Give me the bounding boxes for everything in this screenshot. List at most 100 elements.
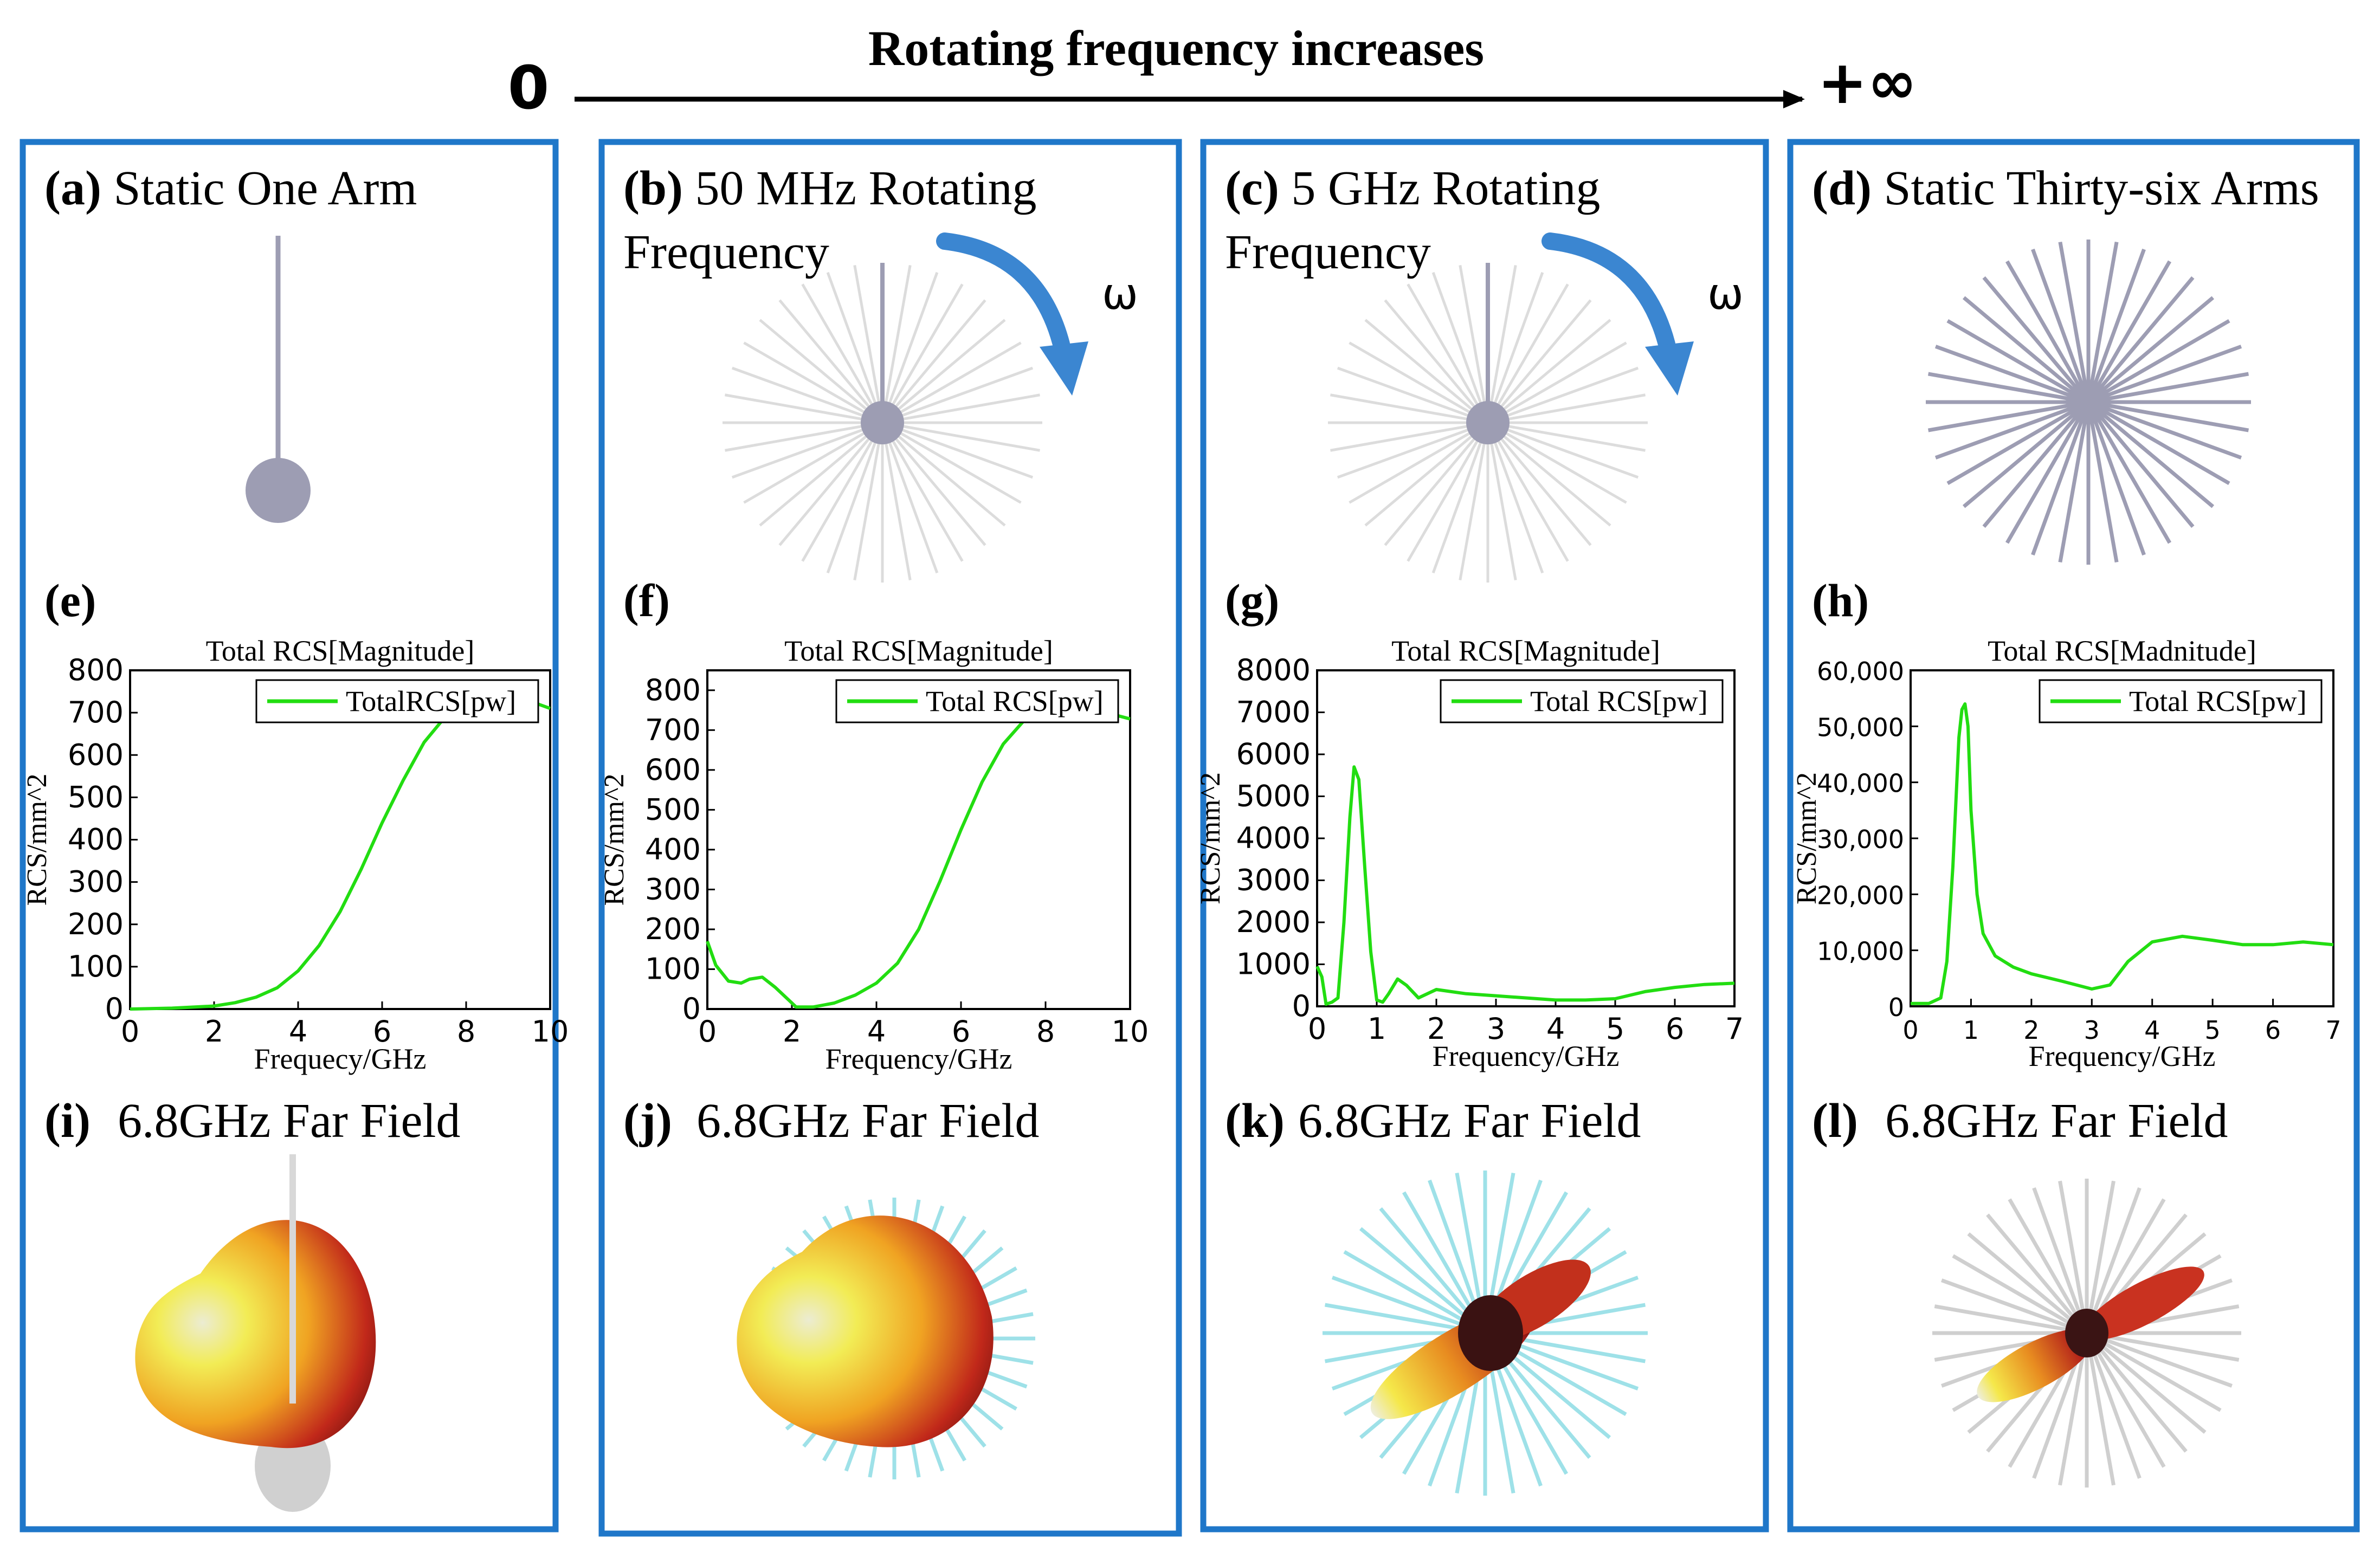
faint-spoke bbox=[778, 299, 876, 415]
panel-border bbox=[1787, 139, 2360, 1532]
header-title: Rotating frequency increases bbox=[868, 21, 1484, 76]
far-field: (k) 6.8GHz Far Field bbox=[1225, 1094, 1648, 1496]
faint-spoke bbox=[801, 283, 878, 413]
spoke bbox=[2087, 400, 2230, 486]
faint-spoke bbox=[1431, 433, 1485, 574]
x-tick-label: 0 bbox=[1902, 1016, 1918, 1045]
arm-hub bbox=[861, 401, 904, 444]
field-letter: (l) bbox=[1812, 1094, 1858, 1148]
spoke bbox=[1962, 400, 2090, 508]
spoke bbox=[1946, 319, 2089, 404]
legend-label: Total RCS[pw] bbox=[926, 685, 1104, 717]
far-field: (j) 6.8GHz Far Field bbox=[623, 1094, 1039, 1479]
faint-spoke bbox=[1494, 299, 1592, 415]
spoke bbox=[2032, 1187, 2089, 1334]
panels: (a) Static One Arm (e) Total RCS[Magnitude… bbox=[20, 139, 2360, 1537]
x-tick-label: 5 bbox=[1606, 1012, 1624, 1046]
spoke bbox=[2087, 400, 2215, 508]
faint-spoke bbox=[887, 432, 964, 562]
panel-title-text: Static Thirty-six Arms bbox=[1884, 161, 2319, 215]
y-tick-label: 60,000 bbox=[1817, 657, 1904, 686]
arm-diagram: ω bbox=[1328, 232, 1744, 583]
panel-title-text: 5 GHz Rotating bbox=[1291, 161, 1600, 215]
y-tick-label: 6000 bbox=[1236, 737, 1311, 771]
faint-spoke bbox=[883, 265, 912, 411]
plot-frame bbox=[706, 669, 1131, 1010]
y-tick-label: 3000 bbox=[1236, 863, 1311, 897]
faint-spoke bbox=[889, 431, 986, 546]
faint-spoke bbox=[1364, 319, 1480, 416]
faint-spoke bbox=[1498, 425, 1639, 479]
lobe-main bbox=[737, 1215, 994, 1447]
omega-symbol: ω bbox=[1707, 269, 1744, 319]
x-tick-label: 6 bbox=[2265, 1016, 2281, 1045]
y-tick-label: 300 bbox=[68, 865, 124, 899]
panel-border bbox=[1200, 139, 1769, 1532]
x-tick-label: 10 bbox=[532, 1014, 569, 1049]
faint-spoke bbox=[731, 425, 872, 479]
spoke bbox=[2087, 296, 2215, 404]
rcs-chart: (e)Total RCS[Magnitude]0 2 4 6 8 100100200300… bbox=[22, 574, 569, 1075]
panel-letter: (d) bbox=[1812, 161, 1884, 215]
spoke bbox=[2087, 400, 2195, 528]
spoke bbox=[2086, 401, 2172, 544]
spoke bbox=[1982, 276, 2090, 404]
legend-label: Total RCS[pw] bbox=[2129, 685, 2307, 717]
spoke bbox=[1952, 1254, 2088, 1335]
chart-title: Total RCS[Magnitude] bbox=[784, 635, 1053, 667]
y-tick-label: 800 bbox=[68, 653, 124, 687]
y-axis-label: RCS/mm^2 bbox=[1195, 772, 1226, 904]
y-axis-label: RCS/mm^2 bbox=[599, 773, 630, 906]
spoke bbox=[2085, 1331, 2188, 1453]
rcs-chart: (h) Total RCS[Madnitude] 0 1 2 3 4 5 6 7 0 10,000 20… bbox=[1791, 574, 2342, 1072]
faint-spoke bbox=[1349, 341, 1479, 418]
y-tick-label: 400 bbox=[68, 823, 124, 857]
panel-title: (d) Static Thirty-six Arms bbox=[1812, 161, 2319, 215]
y-tick-label: 4000 bbox=[1236, 821, 1311, 855]
plot-frame bbox=[1910, 669, 2334, 1007]
panel-c: (c) 5 GHz Rotating Frequency ω (g) Total RCS… bbox=[1195, 139, 1769, 1532]
faint-spoke bbox=[853, 265, 882, 411]
x-tick-label: 4 bbox=[289, 1014, 307, 1049]
arm-hub bbox=[2067, 380, 2110, 424]
panel-title-text: Static One Arm bbox=[113, 161, 417, 215]
panel-border bbox=[20, 139, 559, 1532]
y-tick-label: 40,000 bbox=[1817, 769, 1904, 798]
y-tick-label: 0 bbox=[105, 992, 124, 1026]
panel-b: (b) 50 MHz Rotating Frequency ω (f) Total RC… bbox=[598, 139, 1182, 1537]
spoke bbox=[2058, 1180, 2089, 1334]
panel-title-text: Frequency bbox=[1225, 225, 1431, 279]
y-tick-label: 7000 bbox=[1236, 695, 1311, 729]
y-tick-label: 500 bbox=[645, 792, 701, 826]
faint-spoke bbox=[1488, 265, 1517, 411]
spoke bbox=[1982, 400, 2090, 528]
faint-spoke bbox=[1431, 271, 1485, 412]
y-tick-label: 8000 bbox=[1236, 653, 1311, 687]
spoke bbox=[1934, 1304, 2087, 1335]
frequency-arrow-head bbox=[1783, 90, 1805, 108]
faint-spoke bbox=[725, 393, 871, 422]
lobe-left bbox=[1977, 1329, 2094, 1402]
x-tick-label: 10 bbox=[1112, 1014, 1149, 1049]
x-tick-label: 2 bbox=[205, 1014, 223, 1049]
field-letter: (j) bbox=[623, 1094, 672, 1148]
faint-spoke bbox=[826, 433, 880, 574]
y-tick-label: 300 bbox=[645, 872, 701, 906]
faint-spoke bbox=[892, 427, 1022, 504]
plot-frame bbox=[129, 669, 551, 1010]
spoke bbox=[2087, 400, 2242, 460]
spoke bbox=[2087, 319, 2230, 404]
chart-letter: (e) bbox=[44, 574, 96, 626]
y-axis-label: RCS/mm^2 bbox=[1791, 772, 1822, 904]
panel-letter: (a) bbox=[44, 161, 113, 215]
faint-spoke bbox=[889, 299, 986, 415]
y-tick-label: 0 bbox=[1888, 993, 1904, 1022]
faint-spoke bbox=[885, 433, 939, 574]
faint-spoke bbox=[1491, 433, 1544, 574]
panel-title: (a) Static One Arm bbox=[44, 161, 417, 215]
lobe-main bbox=[135, 1220, 376, 1448]
x-tick-label: 7 bbox=[1725, 1012, 1744, 1046]
y-tick-label: 800 bbox=[645, 673, 701, 707]
spoke bbox=[2086, 1331, 2233, 1388]
faint-spoke bbox=[801, 432, 878, 562]
